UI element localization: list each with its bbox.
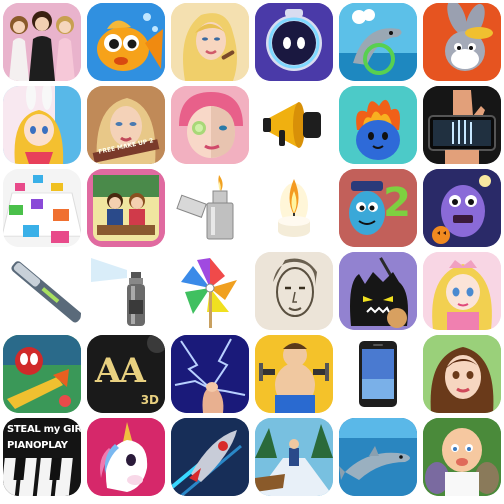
app-smartphone[interactable] xyxy=(339,335,417,413)
app-winter-run[interactable] xyxy=(255,418,333,496)
app-xray-hand[interactable] xyxy=(423,86,501,164)
sketch-face-icon xyxy=(255,252,333,330)
app-dumb-ways-2[interactable]: 2 xyxy=(339,169,417,247)
app-dumb-ways-2-number: 2 xyxy=(383,180,411,226)
app-free-makeup[interactable]: FREE MAKE UP 2 xyxy=(87,86,165,164)
app-dolphin-show[interactable] xyxy=(339,3,417,81)
app-lighter-stick[interactable] xyxy=(3,252,81,330)
lighter-icon xyxy=(171,169,249,247)
kissing-couple-icon xyxy=(87,169,165,247)
purple-monster-icon xyxy=(423,169,501,247)
goldfish-icon xyxy=(87,3,165,81)
baby-icon xyxy=(423,418,501,496)
app-princess-dress-up[interactable] xyxy=(3,3,81,81)
app-halloween-monster[interactable] xyxy=(423,169,501,247)
app-space-robot[interactable] xyxy=(255,3,333,81)
megaphone-icon xyxy=(255,86,333,164)
unicorn-icon xyxy=(87,418,165,496)
app-pencil-sketch[interactable] xyxy=(255,252,333,330)
app-shadow-monster[interactable] xyxy=(339,252,417,330)
runner-icon xyxy=(255,418,333,496)
app-anime-bunny-girl[interactable] xyxy=(3,86,81,164)
makeup-girl-icon xyxy=(87,86,165,164)
app-blonde-makeover[interactable] xyxy=(171,3,249,81)
app-fitness-guy[interactable] xyxy=(255,335,333,413)
app-steal-my-girl-title: STEAL my GIRL xyxy=(7,424,81,435)
app-zippo-lighter[interactable] xyxy=(171,169,249,247)
app-bugs-bunny[interactable] xyxy=(423,3,501,81)
spray-can-icon xyxy=(87,252,165,330)
lightning-finger-icon xyxy=(171,335,249,413)
app-jet-racer[interactable] xyxy=(171,418,249,496)
app-baby-family[interactable] xyxy=(423,418,501,496)
doll-princess-icon xyxy=(423,252,501,330)
app-piano-tiles-dance[interactable] xyxy=(3,169,81,247)
fire-monster-icon xyxy=(339,86,417,164)
candle-icon xyxy=(255,169,333,247)
app-aa-3d[interactable]: AA 3D xyxy=(87,335,165,413)
app-spray-can[interactable] xyxy=(87,252,165,330)
pinwheel-icon xyxy=(171,252,249,330)
app-steal-my-girl-sub: PIANOPLAY xyxy=(7,440,68,451)
app-pinwheel[interactable] xyxy=(171,252,249,330)
app-aa-3d-sub: 3D xyxy=(140,393,159,407)
app-aa-3d-title: AA xyxy=(95,351,146,391)
app-kissing-classroom[interactable] xyxy=(87,169,165,247)
phone-icon xyxy=(339,335,417,413)
blonde-girl-icon xyxy=(171,3,249,81)
shadow-monster-icon xyxy=(339,252,417,330)
app-dolphin-underwater[interactable] xyxy=(339,418,417,496)
dance-tiles-icon xyxy=(3,169,81,247)
app-princess-doll[interactable] xyxy=(423,252,501,330)
stick-lighter-icon xyxy=(3,252,81,330)
aa-logo-icon xyxy=(87,335,165,413)
dolphin-hoop-icon xyxy=(339,3,417,81)
robot-eye-icon xyxy=(255,3,333,81)
app-dumb-ways-fire[interactable] xyxy=(339,86,417,164)
app-unicorn[interactable] xyxy=(87,418,165,496)
jet-icon xyxy=(171,418,249,496)
spider-hero-icon xyxy=(3,335,81,413)
anime-girl-icon xyxy=(3,86,81,164)
princess-dolls-icon xyxy=(3,3,81,81)
app-candle[interactable] xyxy=(255,169,333,247)
dolphin-icon xyxy=(339,418,417,496)
fitness-man-icon xyxy=(255,335,333,413)
xray-hand-icon xyxy=(423,86,501,164)
app-brunette-girl[interactable] xyxy=(423,335,501,413)
app-spider-hero[interactable] xyxy=(3,335,81,413)
app-face-spa[interactable] xyxy=(171,86,249,164)
app-steal-my-girl-piano[interactable]: STEAL my GIRL PIANOPLAY xyxy=(3,418,81,496)
brunette-girl-icon xyxy=(423,335,501,413)
app-electric-screen[interactable] xyxy=(171,335,249,413)
face-spa-icon xyxy=(171,86,249,164)
bunny-cartoon-icon xyxy=(423,3,501,81)
piano-keys-icon xyxy=(3,418,81,496)
app-goldfish[interactable] xyxy=(87,3,165,81)
app-megaphone[interactable] xyxy=(255,86,333,164)
police-bean-icon xyxy=(339,169,417,247)
